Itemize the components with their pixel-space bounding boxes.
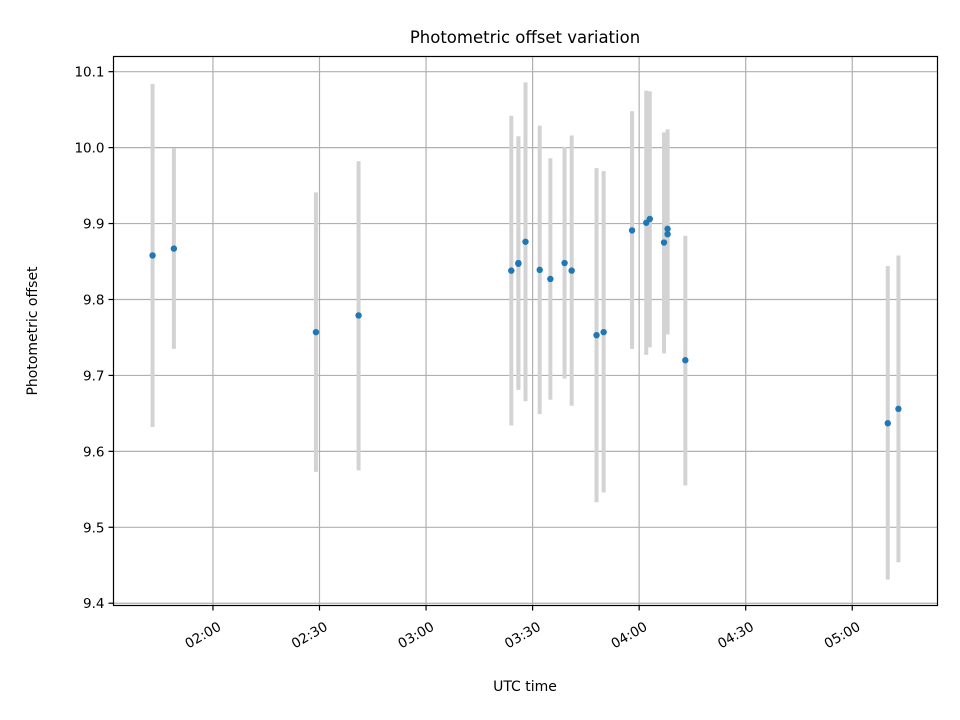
data-point [170, 245, 178, 252]
data-point [593, 331, 600, 339]
data-points [149, 215, 902, 427]
x-axis-label: UTC time [493, 679, 557, 695]
data-point [149, 252, 156, 259]
data-point [646, 215, 654, 223]
y-tick-label: 10.1 [74, 65, 104, 81]
y-axis-label: Photometric offset [25, 266, 41, 396]
data-point [628, 227, 636, 234]
y-tick-label: 9.6 [83, 444, 104, 460]
y-tick-label: 9.7 [83, 368, 104, 384]
y-tick-label: 10.0 [74, 141, 104, 157]
y-tick-label: 9.5 [83, 520, 104, 536]
data-point [664, 225, 671, 233]
data-point [355, 312, 362, 319]
data-point [312, 328, 320, 336]
data-point [508, 267, 515, 274]
data-point [664, 230, 671, 238]
data-point [547, 275, 554, 283]
data-point [884, 420, 891, 427]
data-point [682, 357, 689, 364]
data-point [515, 259, 522, 267]
data-point [536, 266, 543, 274]
y-tick-label: 9.8 [83, 292, 104, 308]
y-tick-label: 9.4 [83, 596, 104, 612]
data-point [561, 259, 568, 267]
data-point [895, 405, 902, 413]
y-axis-ticks: 9.4 9.5 9.6 9.7 9.8 9.9 10.0 10.1 [74, 65, 114, 612]
chart-title: Photometric offset variation [410, 28, 640, 47]
data-point [568, 267, 575, 274]
data-point [660, 239, 668, 246]
data-point [600, 328, 607, 336]
plot-frame [112, 55, 939, 607]
y-tick-label: 9.9 [83, 217, 104, 233]
data-point [522, 238, 529, 245]
